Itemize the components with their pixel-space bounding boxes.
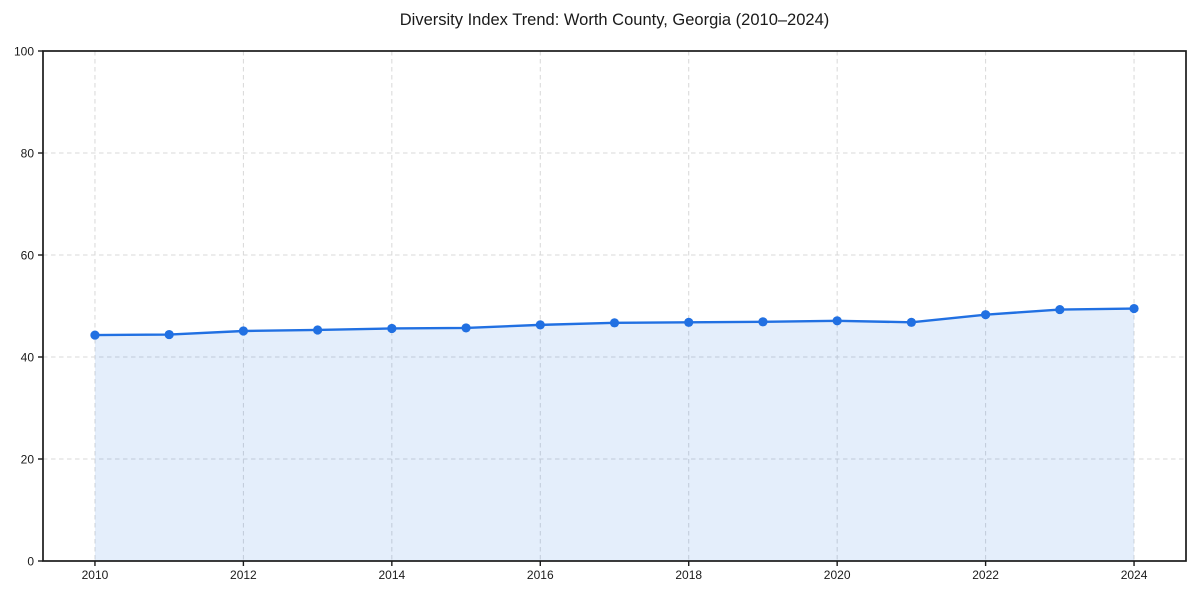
x-tick-label: 2022: [972, 568, 999, 582]
x-tick-label: 2024: [1121, 568, 1148, 582]
data-point-marker: [238, 326, 248, 336]
data-point-marker: [906, 317, 916, 327]
x-tick-label: 2010: [82, 568, 109, 582]
data-point-marker: [1129, 303, 1139, 314]
data-point-marker: [1055, 304, 1065, 315]
data-point-marker: [758, 317, 768, 327]
y-tick-label: 100: [14, 44, 34, 58]
area-fill: [94, 308, 1135, 561]
data-point-marker: [535, 320, 545, 330]
data-point-marker: [387, 323, 397, 334]
y-tick-label: 80: [21, 146, 35, 160]
axes-frame: [42, 50, 1187, 562]
data-point-marker: [90, 330, 100, 340]
chart-title: Diversity Index Trend: Worth County, Geo…: [399, 11, 830, 29]
data-point-marker: [461, 323, 471, 333]
y-tick-label: 60: [21, 248, 35, 262]
y-tick-label: 0: [27, 554, 34, 568]
y-tick-label: 40: [21, 350, 35, 364]
data-point-marker: [313, 325, 323, 335]
x-tick-label: 2014: [378, 568, 405, 582]
data-point-marker: [609, 318, 620, 328]
data-point-marker: [981, 310, 991, 320]
x-tick-label: 2012: [230, 568, 257, 582]
x-tick-label: 2018: [675, 568, 702, 582]
data-point-marker: [164, 329, 174, 340]
data-point-marker: [832, 316, 842, 326]
x-tick-label: 2016: [527, 568, 554, 582]
x-tick-label: 2020: [824, 568, 851, 582]
data-point-marker: [684, 317, 694, 327]
y-tick-label: 20: [21, 452, 35, 466]
